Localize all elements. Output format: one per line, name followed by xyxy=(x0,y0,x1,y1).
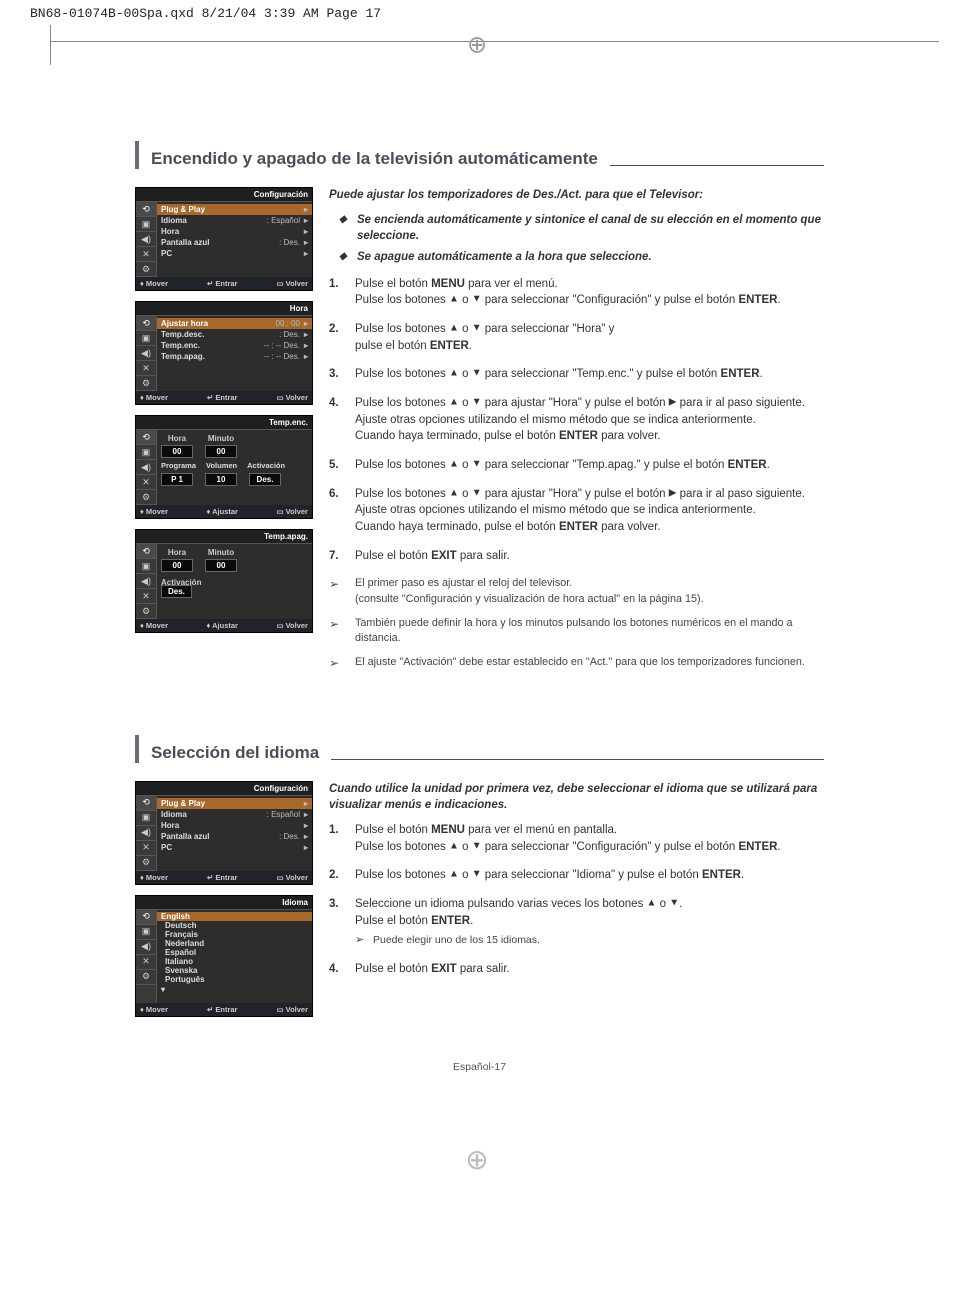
section-2-title: Selección del idioma xyxy=(135,735,824,763)
section-1-steps: Pulse el botón MENU para ver el menú.Pul… xyxy=(329,276,824,565)
section-2-heading: Selección del idioma xyxy=(151,743,319,763)
osd-idioma: Idioma ⟲▣◀)✕⚙ EnglishDeutschFrançaisNede… xyxy=(135,895,313,1017)
osd-hora: Hora ⟲▣◀)✕⚙ Ajustar hora00 : 00▸Temp.des… xyxy=(135,301,313,405)
section-1-notes: El primer paso es ajustar el reloj del t… xyxy=(329,576,824,670)
section-1-intro: Puede ajustar los temporizadores de Des.… xyxy=(329,187,824,204)
proof-header: BN68-01074B-00Spa.qxd 8/21/04 3:39 AM Pa… xyxy=(0,0,954,25)
section-2-steps: Pulse el botón MENU para ver el menú en … xyxy=(329,822,824,977)
osd-configuracion-2: Configuración ⟲▣◀)✕⚙ Plug & Play▸Idioma:… xyxy=(135,781,313,885)
section-2-intro: Cuando utilice la unidad por primera vez… xyxy=(329,781,824,814)
osd-configuracion: Configuración ⟲▣◀)✕⚙ Plug & Play▸Idioma:… xyxy=(135,187,313,291)
bottom-reg-mark: ⊕ xyxy=(0,1143,954,1176)
page-footer: Español-17 xyxy=(135,1061,824,1073)
section-1-heading: Encendido y apagado de la televisión aut… xyxy=(151,149,598,169)
osd-tempenc: Temp.enc. ⟲▣◀)✕⚙ Hora00Minuto00 Programa… xyxy=(135,415,313,519)
crop-marks: ⊕ xyxy=(0,25,954,65)
section-1-title: Encendido y apagado de la televisión aut… xyxy=(135,141,824,169)
section-1-bullets: Se encienda automáticamente y sintonice … xyxy=(329,212,824,266)
osd-tempapag: Temp.apag. ⟲▣◀)✕⚙ Hora00Minuto00 Activac… xyxy=(135,529,313,633)
